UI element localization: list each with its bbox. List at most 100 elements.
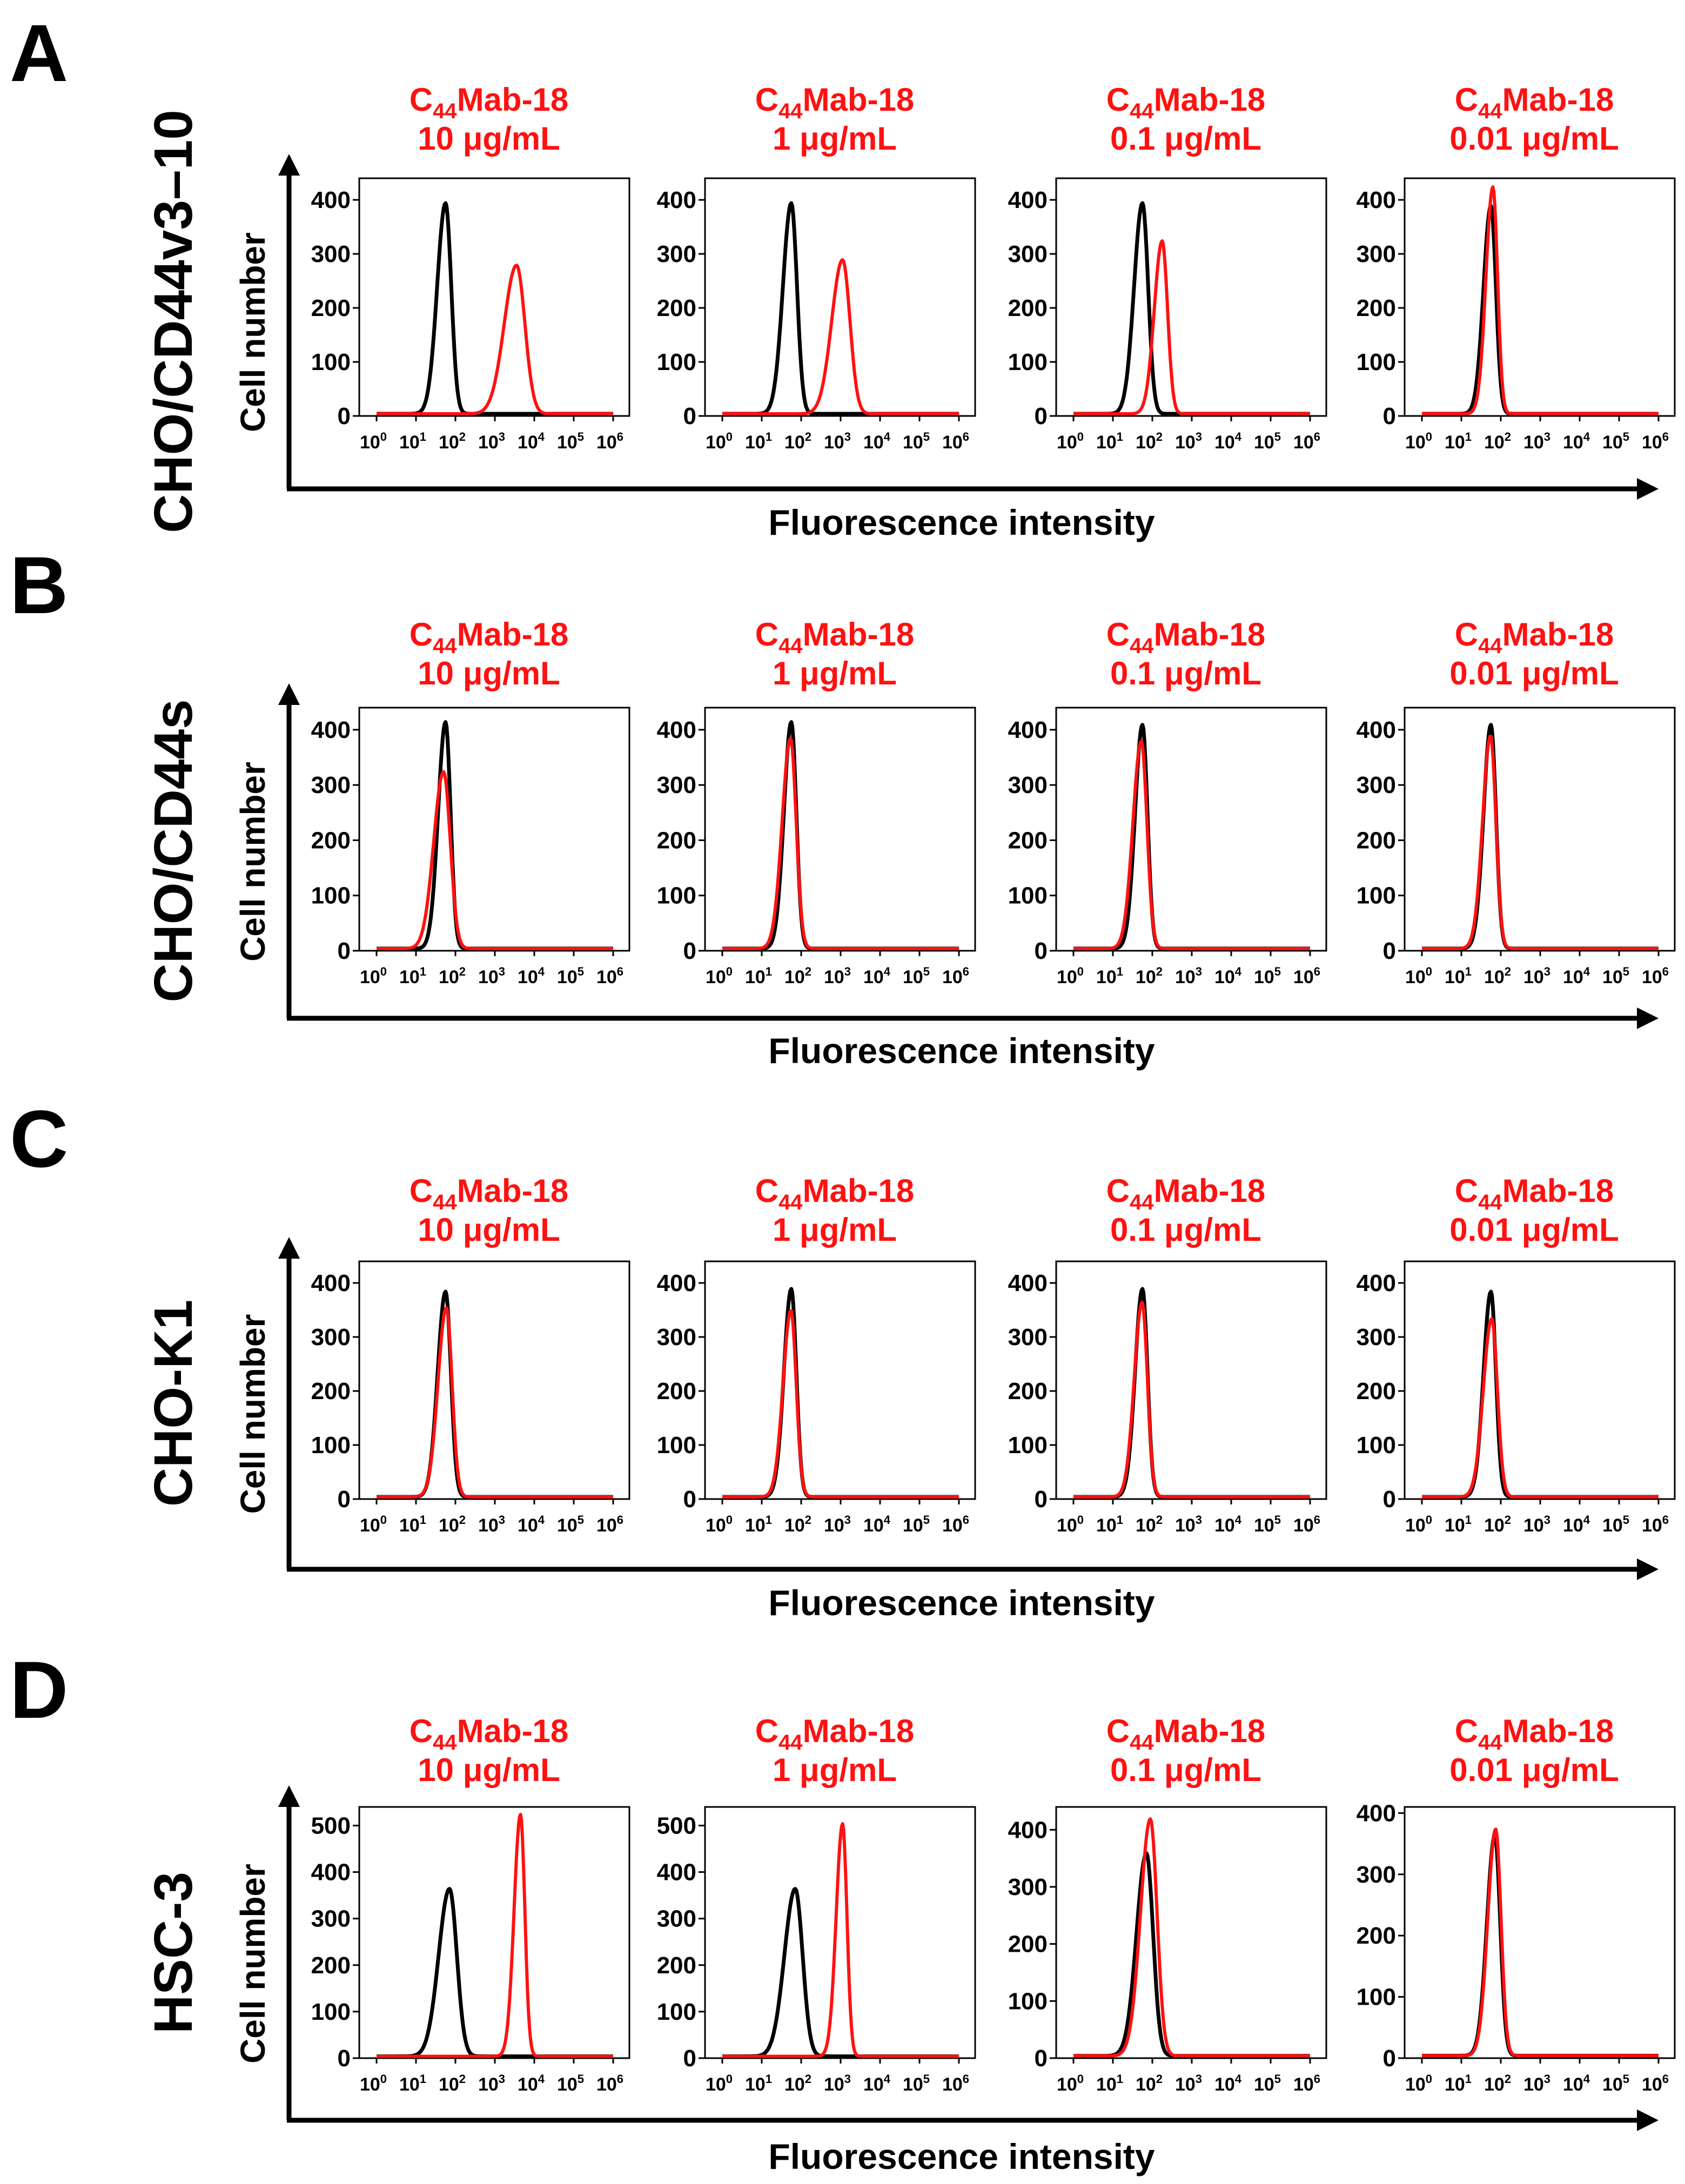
y-tick-label: 200: [1357, 1923, 1396, 1949]
antibody-histogram: [1421, 1827, 1660, 2058]
antibody-histogram: [1421, 1317, 1660, 1498]
plot-frame: [358, 707, 630, 952]
x-tick-label: 104: [518, 965, 545, 987]
y-tick-label: 200: [1008, 1931, 1048, 1958]
antibody-histogram: [1072, 1301, 1311, 1498]
y-tick-label: 200: [657, 827, 696, 854]
y-tick-label: 400: [1008, 1817, 1048, 1843]
subplot-title-antibody: C44Mab-18: [1455, 1173, 1614, 1214]
y-tick-label: 100: [1357, 883, 1396, 909]
y-axis-label: Cell number: [233, 762, 272, 962]
control-histogram: [1421, 723, 1660, 951]
y-tick-label: 300: [1357, 772, 1396, 798]
y-tick-label: 0: [1035, 2045, 1048, 2072]
subplot-title-concentration: 1 μg/mL: [773, 1212, 897, 1248]
y-tick-label: 100: [1008, 349, 1048, 375]
x-tick-label: 104: [1214, 2072, 1242, 2095]
y-tick-label: 100: [1357, 1432, 1396, 1459]
x-tick-label: 101: [1096, 430, 1123, 453]
panel-letter: C: [10, 1093, 68, 1184]
x-tick-label: 104: [1563, 965, 1590, 987]
y-tick-label: 400: [657, 1859, 696, 1886]
y-axis-label: Cell number: [233, 1864, 272, 2064]
y-tick-label: 200: [657, 1952, 696, 1979]
x-tick-label: 106: [942, 965, 969, 987]
x-axis-label: Fluorescence intensity: [768, 502, 1155, 542]
y-tick-label: 0: [1383, 938, 1396, 964]
antibody-histogram: [721, 1822, 960, 2058]
histogram-subplot: C44Mab-180.1 μg/mL 0 100 200 300 400 100 101 102…: [1008, 82, 1327, 453]
plot-frame: [1404, 1806, 1676, 2059]
x-tick-label: 105: [557, 1513, 584, 1536]
x-tick-label: 102: [439, 2072, 466, 2095]
x-tick-label: 105: [1254, 1513, 1281, 1536]
x-tick-label: 101: [745, 2072, 772, 2095]
control-histogram: [1072, 1287, 1311, 1499]
y-tick-label: 500: [657, 1812, 696, 1839]
x-tick-label: 103: [1523, 2072, 1550, 2095]
histogram-subplot: C44Mab-180.01 μg/mL 0 100 200 300 400 100 101 10…: [1357, 82, 1676, 453]
x-tick-label: 101: [1445, 965, 1472, 987]
histogram-subplot: C44Mab-181 μg/mL 0 100 200 300 400 100 101 102 10…: [657, 616, 976, 987]
y-tick-label: 200: [1008, 295, 1048, 321]
x-tick-label: 101: [1445, 430, 1472, 453]
x-tick-label: 102: [784, 1513, 811, 1536]
subplot-title-antibody: C44Mab-18: [755, 1173, 915, 1214]
x-tick-label: 100: [360, 1513, 387, 1536]
subplot-title-concentration: 10 μg/mL: [418, 1752, 560, 1788]
subplot-title-antibody: C44Mab-18: [1106, 82, 1266, 123]
x-tick-label: 100: [1405, 430, 1432, 453]
x-tick-label: 105: [1602, 1513, 1629, 1536]
x-tick-label: 101: [399, 1513, 426, 1536]
y-tick-label: 300: [311, 1906, 351, 1932]
x-tick-label: 102: [1136, 965, 1163, 987]
x-tick-label: 105: [1254, 965, 1281, 987]
cell-line-label: CHO-K1: [143, 1300, 204, 1507]
y-tick-label: 400: [311, 1859, 351, 1886]
y-tick-label: 0: [338, 403, 351, 429]
subplot-title-concentration: 1 μg/mL: [773, 1752, 897, 1788]
y-tick-label: 0: [1035, 1486, 1048, 1513]
y-tick-label: 0: [1035, 938, 1048, 964]
x-tick-label: 104: [863, 430, 891, 453]
y-tick-label: 0: [683, 403, 696, 429]
y-tick-label: 100: [1008, 1432, 1048, 1459]
y-tick-label: 400: [1357, 717, 1396, 743]
x-tick-label: 106: [1642, 965, 1669, 987]
x-tick-label: 101: [1096, 2072, 1123, 2095]
plot-frame: [1404, 707, 1676, 952]
x-tick-label: 101: [1096, 965, 1123, 987]
histogram-subplot: C44Mab-180.01 μg/mL 0 100 200 300 400 100 101 10…: [1357, 616, 1676, 987]
control-histogram: [1421, 1289, 1660, 1499]
y-tick-label: 400: [311, 1270, 351, 1296]
y-tick-label: 200: [1008, 1378, 1048, 1405]
histogram-subplot: C44Mab-180.1 μg/mL 0 100 200 300 400 100 101 102…: [1008, 616, 1327, 987]
y-tick-label: 200: [1008, 827, 1048, 854]
x-tick-label: 104: [1563, 430, 1590, 453]
x-tick-label: 104: [1563, 1513, 1590, 1536]
antibody-histogram: [1421, 185, 1660, 415]
subplot-title-antibody: C44Mab-18: [409, 1173, 569, 1214]
control-histogram: [1072, 201, 1311, 416]
x-tick-label: 103: [824, 965, 851, 987]
y-tick-label: 300: [657, 241, 696, 267]
x-tick-label: 103: [1175, 430, 1202, 453]
y-tick-label: 200: [1357, 827, 1396, 854]
x-tick-label: 102: [1484, 965, 1511, 987]
y-axis-arrow: [278, 1237, 300, 1259]
y-tick-label: 0: [338, 2045, 351, 2072]
x-tick-label: 103: [478, 2072, 505, 2095]
subplot-title-concentration: 0.01 μg/mL: [1449, 120, 1619, 157]
x-tick-label: 100: [1057, 430, 1084, 453]
y-tick-label: 0: [683, 938, 696, 964]
cell-line-label: CHO/CD44s: [143, 699, 204, 1002]
x-tick-label: 103: [824, 430, 851, 453]
x-tick-label: 106: [596, 430, 623, 453]
x-tick-label: 100: [1405, 2072, 1432, 2095]
x-tick-label: 105: [903, 965, 930, 987]
x-tick-label: 103: [1175, 965, 1202, 987]
subplot-title-antibody: C44Mab-18: [1455, 1713, 1614, 1755]
x-tick-label: 105: [1602, 430, 1629, 453]
histogram-subplot: C44Mab-180.01 μg/mL 0 100 200 300 400 100 101 10…: [1357, 1173, 1676, 1536]
x-tick-label: 102: [784, 2072, 811, 2095]
